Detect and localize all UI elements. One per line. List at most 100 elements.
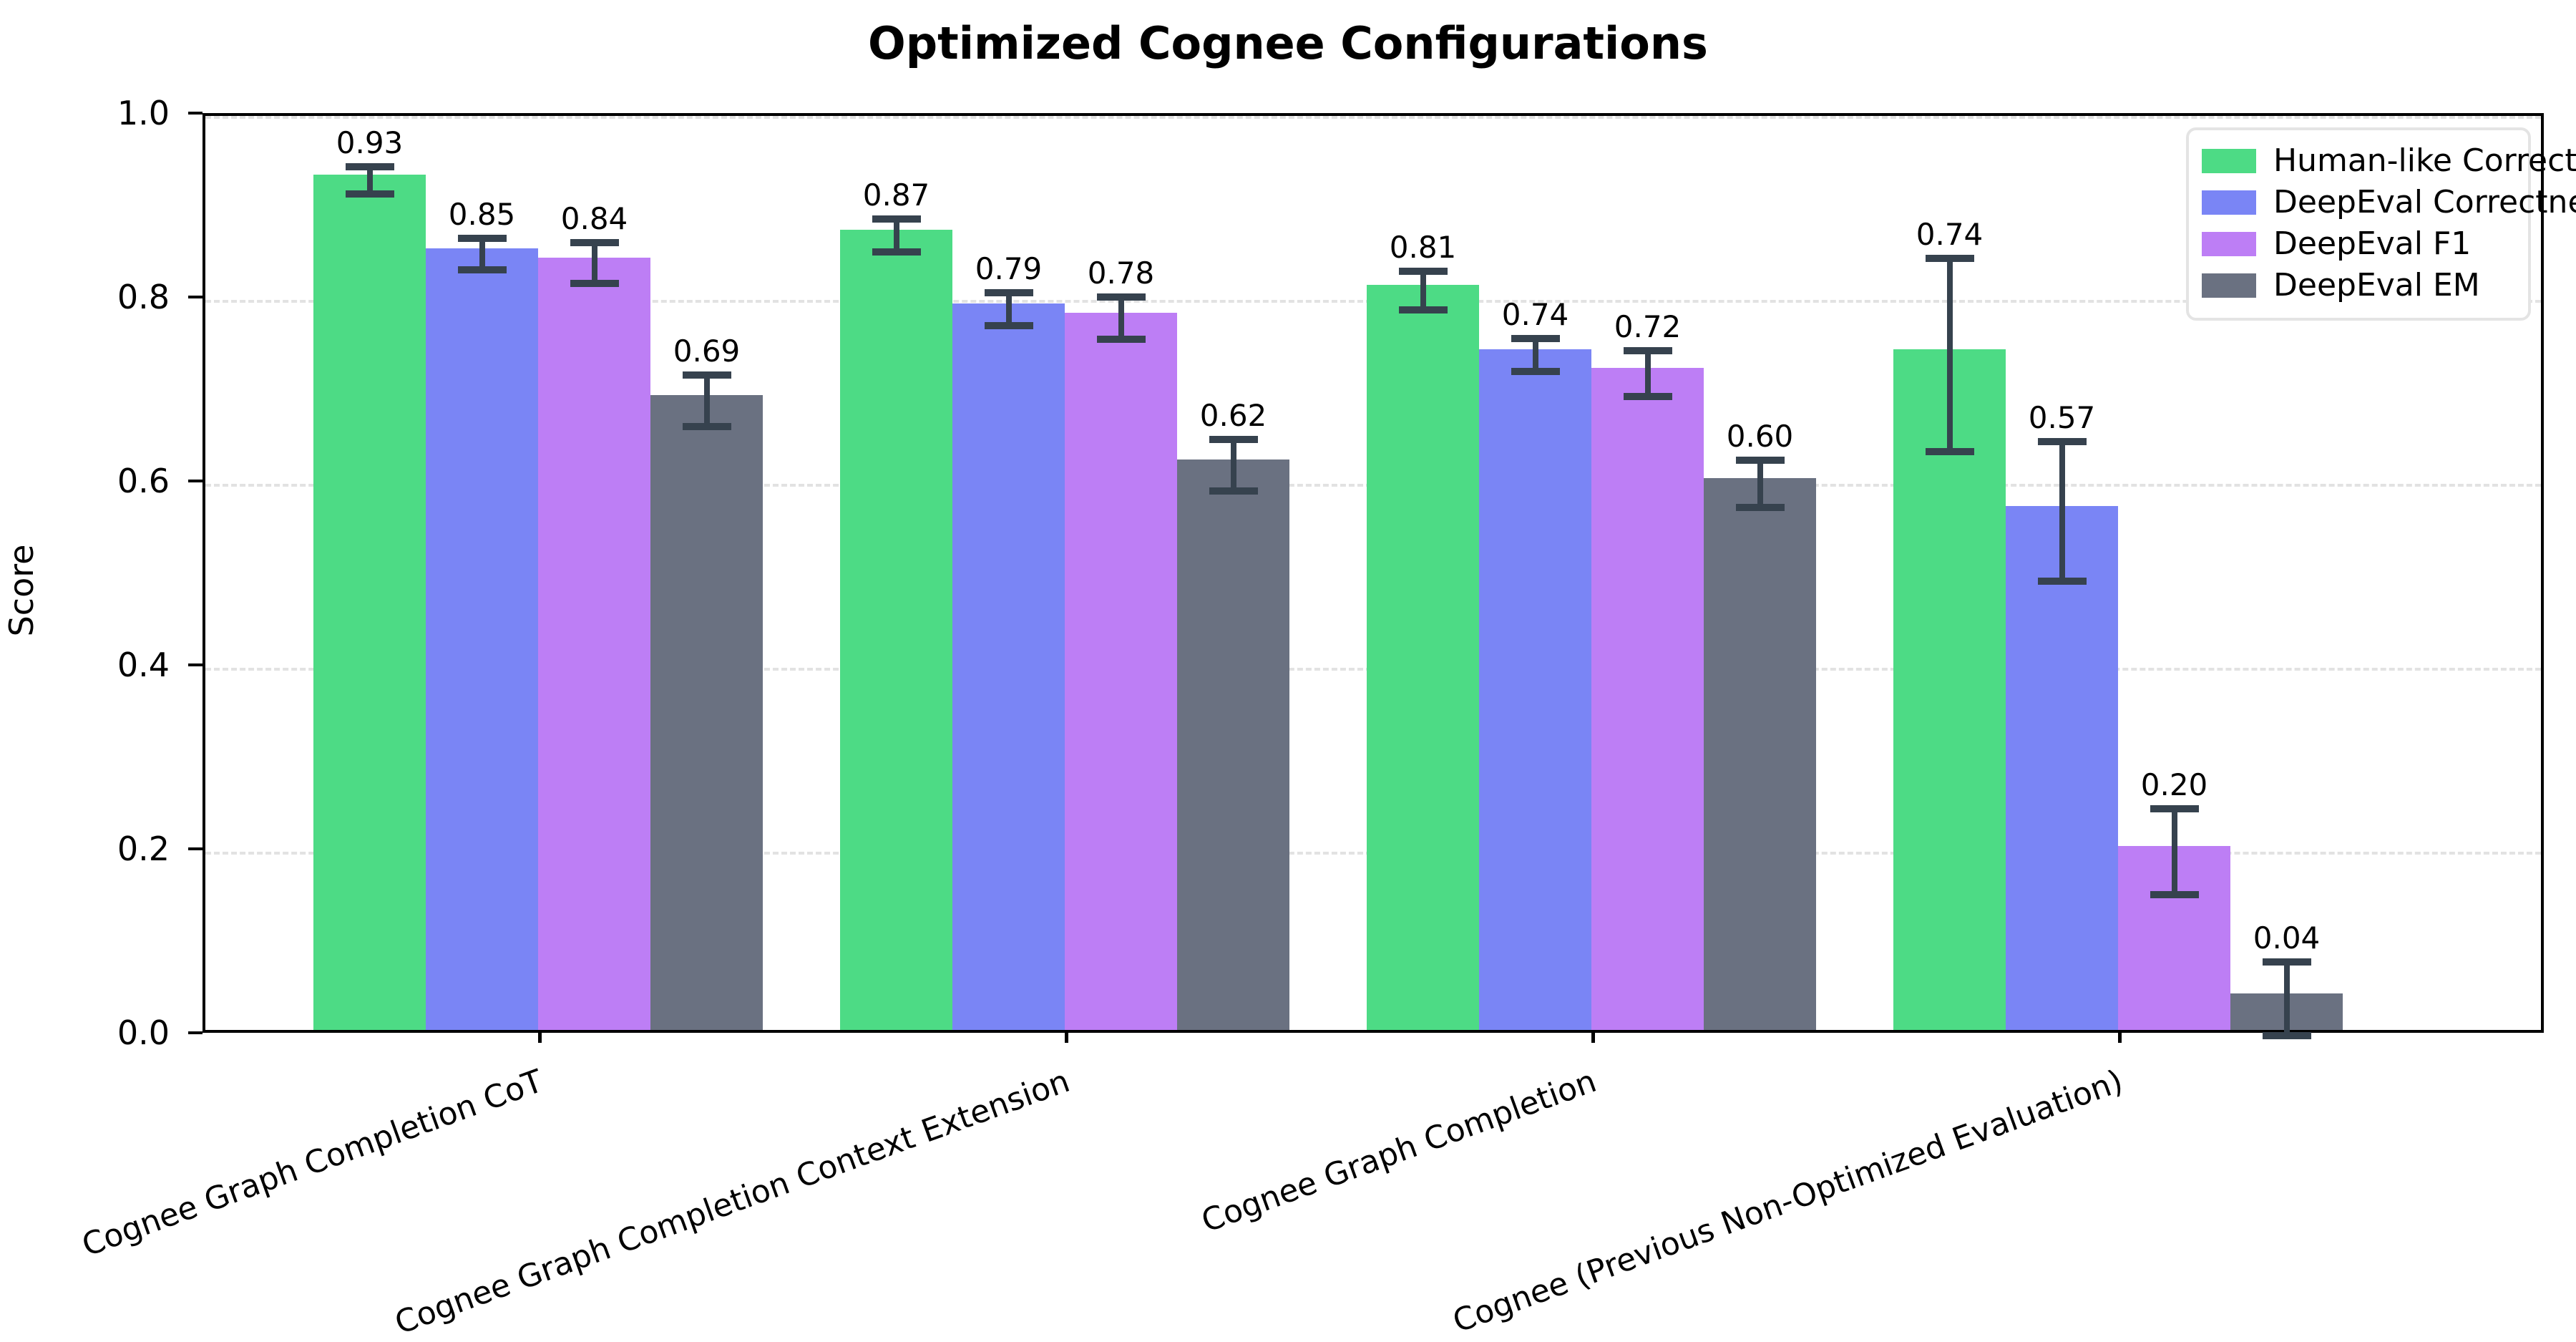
legend-item-label: DeepEval F1 — [2273, 225, 2472, 262]
error-bar-cap — [1398, 268, 1448, 276]
y-axis-tick-label: 0.0 — [117, 1013, 170, 1052]
bar-value-label: 0.74 — [1501, 296, 1569, 332]
error-bar-cap — [1735, 504, 1785, 512]
bar[interactable] — [840, 230, 952, 1030]
error-bar — [1644, 350, 1651, 397]
error-bar-cap — [1623, 346, 1672, 354]
bar[interactable] — [313, 174, 426, 1030]
plot-area: 0.93 0.85 0.84 0.69 0.87 0.79 0.78 0.62 0.81 0.74… — [203, 113, 2544, 1043]
legend-item[interactable]: Human-like Correctness — [2202, 140, 2576, 182]
bar[interactable] — [1591, 367, 1704, 1030]
legend-item-label: DeepEval Correctness — [2273, 184, 2576, 220]
error-bar-cap — [1209, 436, 1258, 444]
gridline — [205, 116, 2541, 119]
y-axis-tick-mark — [188, 480, 203, 482]
error-bar-cap — [2150, 804, 2199, 812]
y-axis-tick-label: 0.4 — [117, 646, 170, 684]
x-axis-category-label: Cognee (Previous Non-Optimized Evaluatio… — [1448, 1063, 2128, 1341]
error-bar-cap — [1925, 255, 1974, 263]
error-bar-cap — [345, 162, 394, 170]
error-bar-cap — [1398, 306, 1448, 314]
error-bar-cap — [1735, 456, 1785, 464]
error-bar-cap — [345, 190, 394, 198]
bar[interactable] — [1065, 312, 1177, 1030]
error-bar-cap — [1209, 487, 1258, 495]
error-bar — [2171, 808, 2177, 895]
error-bar-cap — [570, 279, 619, 287]
y-axis-tick-label: 1.0 — [117, 94, 170, 132]
error-bar-cap — [2262, 958, 2311, 966]
error-bar-cap — [1623, 392, 1672, 400]
error-bar — [703, 375, 710, 427]
legend-item[interactable]: DeepEval Correctness — [2202, 182, 2576, 223]
error-bar-cap — [2037, 437, 2087, 445]
legend-swatch-icon — [2202, 273, 2256, 298]
error-bar-cap — [1511, 368, 1560, 376]
error-bar-cap — [457, 266, 507, 273]
bar-value-label: 0.69 — [673, 334, 741, 369]
bar-value-label: 0.04 — [2253, 920, 2321, 956]
x-axis-category-label: Cognee Graph Completion — [1196, 1063, 1601, 1240]
bar-value-label: 0.93 — [336, 125, 404, 160]
error-bar-cap — [457, 234, 507, 242]
error-bar — [1757, 460, 1763, 508]
x-axis-tick-mark — [1591, 1030, 1595, 1043]
error-bar — [1532, 338, 1538, 372]
bar[interactable] — [426, 248, 538, 1030]
error-bar-cap — [872, 215, 921, 223]
bar-value-label: 0.87 — [862, 177, 930, 213]
bar[interactable] — [1479, 349, 1591, 1030]
error-bar-cap — [1511, 334, 1560, 342]
error-bar — [1118, 297, 1124, 340]
error-bar-cap — [682, 371, 731, 379]
error-bar — [2059, 441, 2065, 582]
legend-item[interactable]: DeepEval F1 — [2202, 223, 2515, 265]
bar-value-label: 0.20 — [2140, 767, 2208, 802]
error-bar — [893, 218, 899, 253]
error-bar-cap — [1096, 293, 1146, 301]
error-bar — [1946, 258, 1953, 452]
legend-item[interactable]: DeepEval EM — [2202, 265, 2515, 306]
legend-swatch-icon — [2202, 190, 2256, 215]
bar[interactable] — [1177, 460, 1289, 1030]
x-axis-category-label: Cognee Graph Completion CoT — [77, 1063, 548, 1264]
error-bar-cap — [2037, 578, 2087, 585]
error-bar — [2283, 962, 2290, 1036]
y-axis-title: Score — [2, 544, 41, 637]
error-bar-cap — [2262, 1032, 2311, 1039]
bar-value-label: 0.57 — [2028, 399, 2096, 435]
bar[interactable] — [538, 257, 650, 1030]
x-axis-tick-mark — [2118, 1030, 2122, 1043]
x-axis-tick-mark — [1065, 1030, 1068, 1043]
y-axis-tick-label: 0.8 — [117, 278, 170, 316]
bar-value-label: 0.85 — [448, 196, 516, 232]
bar-value-label: 0.62 — [1199, 398, 1267, 434]
bar[interactable] — [1704, 478, 1816, 1030]
page-title: Optimized Cognee Configurations — [868, 17, 1708, 69]
error-bar-cap — [1096, 336, 1146, 344]
bar[interactable] — [952, 303, 1065, 1030]
legend-swatch-icon — [2202, 232, 2256, 256]
chart-figure: Optimized Cognee Configurations Score 0.… — [0, 17, 2576, 1342]
error-bar-cap — [984, 321, 1033, 329]
bar-value-label: 0.74 — [1916, 217, 1984, 253]
error-bar — [591, 243, 597, 283]
bar-value-label: 0.78 — [1087, 256, 1155, 291]
error-bar-cap — [1925, 448, 1974, 456]
error-bar-cap — [2150, 891, 2199, 899]
chart-legend[interactable]: Human-like Correctness DeepEval Correctne… — [2186, 127, 2576, 321]
y-axis: Score 0.0 0.2 0.4 0.6 0.8 1.0 — [0, 94, 203, 1052]
bar[interactable] — [1367, 285, 1479, 1030]
error-bar — [1420, 271, 1426, 311]
bar[interactable] — [2006, 505, 2118, 1030]
bar-value-label: 0.60 — [1726, 418, 1794, 454]
bar[interactable] — [1893, 349, 2006, 1030]
error-bar — [1230, 439, 1236, 492]
bar-value-label: 0.72 — [1614, 308, 1682, 344]
error-bar — [479, 238, 485, 270]
error-bar — [1005, 292, 1012, 326]
y-axis-tick-mark — [188, 296, 203, 298]
plot-inner: 0.93 0.85 0.84 0.69 0.87 0.79 0.78 0.62 0.81 0.74… — [205, 116, 2541, 1043]
bar[interactable] — [650, 395, 763, 1030]
error-bar-cap — [570, 239, 619, 247]
